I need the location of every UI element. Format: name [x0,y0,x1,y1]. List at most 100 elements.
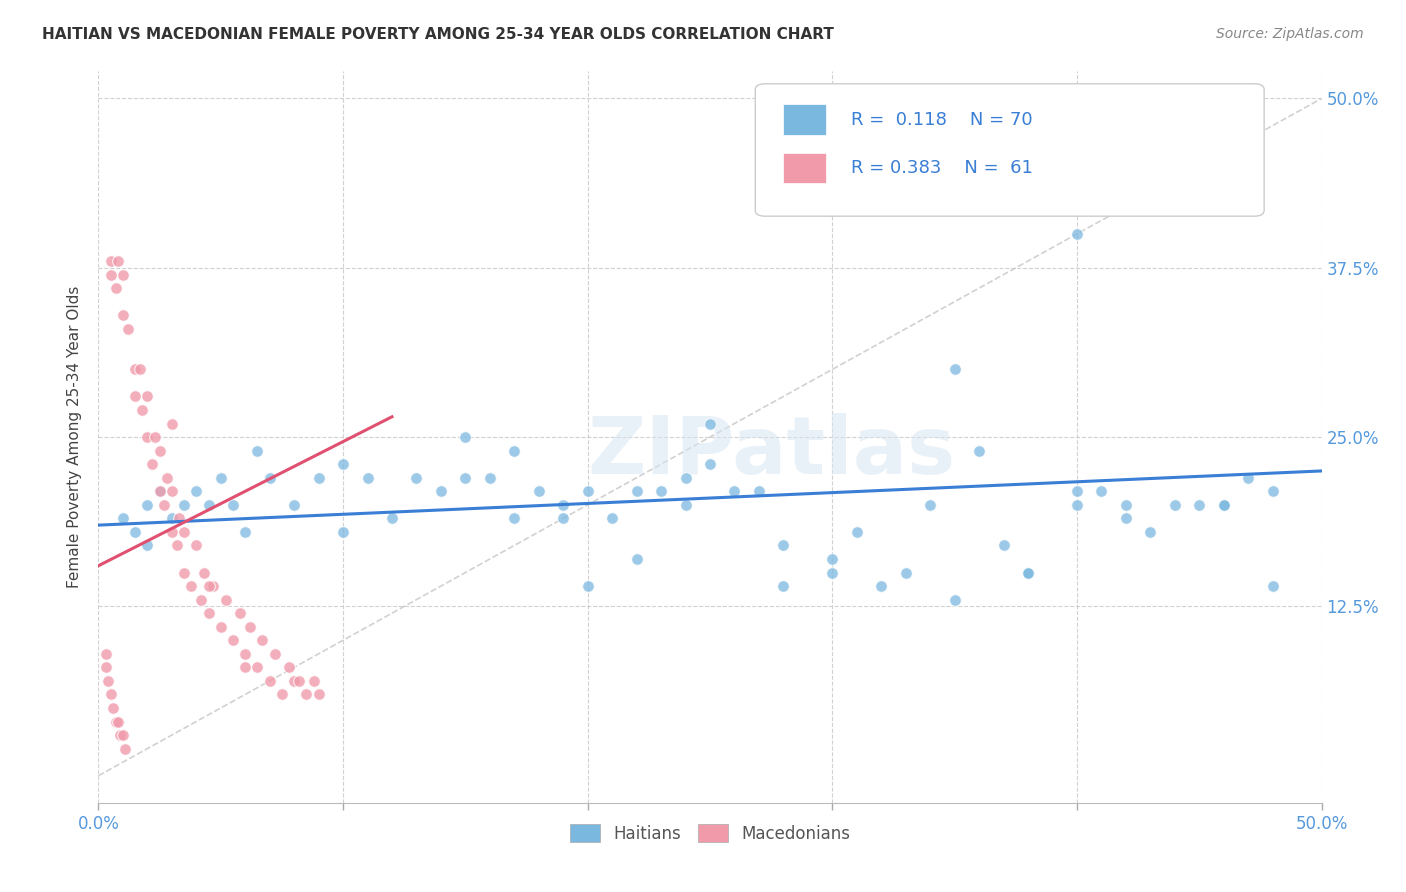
Point [454,430,477,444]
Point [772,579,794,593]
Point [308,471,330,485]
Point [283,498,305,512]
Point [283,673,305,688]
Point [1212,498,1234,512]
Point [104,281,127,295]
Point [197,498,219,512]
Point [270,688,294,702]
Text: R =  0.118    N = 70: R = 0.118 N = 70 [851,111,1032,128]
Point [149,484,172,499]
Point [100,254,122,268]
Point [166,538,188,552]
Text: Source: ZipAtlas.com: Source: ZipAtlas.com [1216,27,1364,41]
Point [111,511,134,525]
Point [1139,524,1161,539]
Point [209,620,232,634]
Point [675,471,697,485]
Point [870,579,893,593]
Point [111,308,134,322]
Point [107,714,129,729]
Point [111,268,134,282]
Point [239,620,262,634]
Point [173,524,195,539]
Point [295,688,318,702]
Text: HAITIAN VS MACEDONIAN FEMALE POVERTY AMONG 25-34 YEAR OLDS CORRELATION CHART: HAITIAN VS MACEDONIAN FEMALE POVERTY AMO… [42,27,834,42]
Point [124,389,146,403]
Point [1212,498,1234,512]
Point [308,688,330,702]
Point [129,362,152,376]
Point [160,524,183,539]
Point [180,579,202,593]
Point [356,471,378,485]
Point [229,606,252,620]
Point [723,484,745,499]
Legend: Haitians, Macedonians: Haitians, Macedonians [564,818,856,849]
Point [233,647,256,661]
Point [1017,566,1039,580]
Point [845,524,868,539]
Text: ZIPatlas: ZIPatlas [588,413,955,491]
Text: R = 0.383    N =  61: R = 0.383 N = 61 [851,159,1032,177]
Point [1115,498,1137,512]
Point [943,592,966,607]
Point [136,389,159,403]
Point [222,498,245,512]
Point [209,471,232,485]
Point [214,592,236,607]
Point [153,498,176,512]
Point [1017,566,1039,580]
Point [553,511,575,525]
Point [600,511,623,525]
Point [173,566,195,580]
Point [894,566,917,580]
Point [1115,511,1137,525]
Point [173,498,195,512]
FancyBboxPatch shape [783,104,827,135]
Point [454,471,477,485]
Point [1066,484,1088,499]
Point [233,660,256,674]
Point [197,606,219,620]
Point [186,484,208,499]
Point [332,457,354,471]
Point [405,471,427,485]
Point [156,471,179,485]
Point [94,660,117,674]
Point [252,633,274,648]
Point [699,417,721,431]
Point [246,443,269,458]
Point [288,673,311,688]
Point [190,592,212,607]
Point [943,362,966,376]
Point [131,403,153,417]
Point [675,498,697,512]
Point [967,443,990,458]
FancyBboxPatch shape [783,153,827,183]
Y-axis label: Female Poverty Among 25-34 Year Olds: Female Poverty Among 25-34 Year Olds [67,286,83,588]
Point [821,566,844,580]
Point [193,566,215,580]
Point [1188,498,1211,512]
Point [143,430,166,444]
Point [114,741,136,756]
Point [626,552,648,566]
Point [259,673,281,688]
Point [94,647,117,661]
Point [503,443,526,458]
Point [1237,471,1260,485]
Point [503,511,526,525]
FancyBboxPatch shape [755,84,1264,216]
Point [141,457,163,471]
Point [527,484,550,499]
Point [1066,227,1088,241]
Point [101,701,124,715]
Point [202,579,225,593]
Point [167,511,190,525]
Point [699,457,721,471]
Point [1090,484,1112,499]
Point [576,579,599,593]
Point [302,673,325,688]
Point [97,673,120,688]
Point [772,538,794,552]
